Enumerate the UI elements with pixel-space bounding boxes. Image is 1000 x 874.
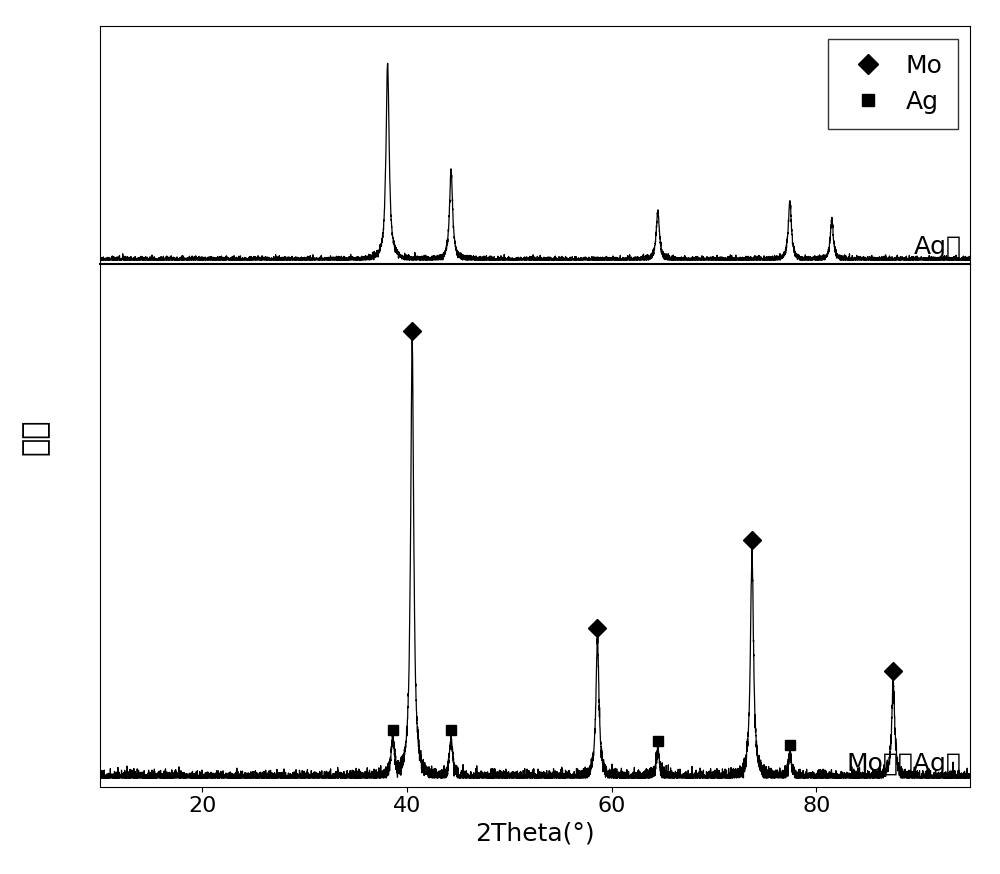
Legend: Mo, Ag: Mo, Ag bbox=[828, 38, 958, 129]
Text: Mo包覆Ag粉: Mo包覆Ag粉 bbox=[846, 753, 961, 776]
Text: 强度: 强度 bbox=[20, 419, 50, 455]
X-axis label: 2Theta(°): 2Theta(°) bbox=[475, 822, 595, 846]
Text: Ag粉: Ag粉 bbox=[913, 235, 961, 259]
